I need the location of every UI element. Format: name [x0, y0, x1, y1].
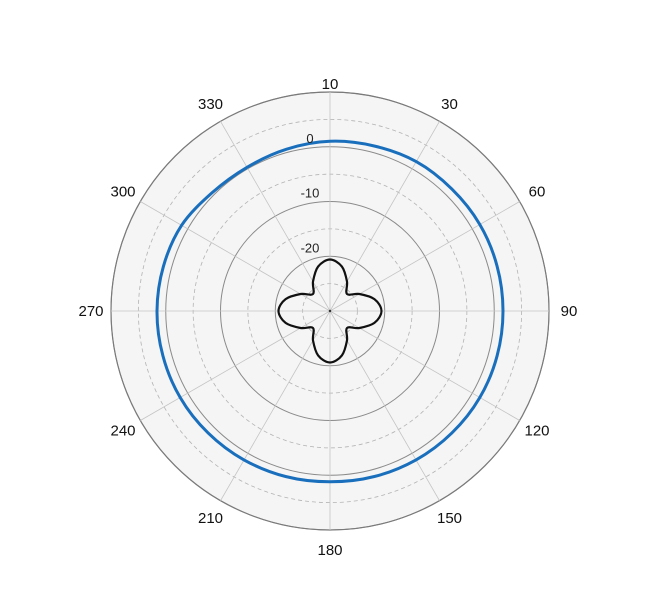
grid-spoke	[220, 121, 331, 312]
grid-spoke	[329, 121, 440, 312]
angle-tick-label: 120	[524, 423, 549, 440]
angle-tick-label: 270	[78, 303, 103, 320]
angle-tick-label: 30	[441, 96, 458, 113]
angle-tick-label: 150	[437, 510, 462, 527]
angle-tick-label: 60	[529, 184, 546, 201]
radial-tick-label: -20	[301, 240, 320, 255]
grid-spoke	[329, 310, 440, 501]
angle-tick-label-top: 10	[322, 76, 339, 93]
angle-tick-label: 210	[198, 510, 223, 527]
radial-tick-label: 0	[306, 131, 313, 146]
center-dot	[328, 309, 332, 313]
radial-tick-label: -10	[301, 186, 320, 201]
series-line-1	[155, 139, 505, 484]
angle-tick-label: 300	[110, 184, 135, 201]
tick-labels: 30 60 90 120 150 180 210 240 270 300 330 10 -20 -10 0	[78, 76, 577, 559]
angle-tick-label: 330	[198, 96, 223, 113]
grid-spoke	[140, 201, 331, 312]
series-line-2	[277, 258, 383, 364]
grid-spoke	[140, 310, 331, 421]
angle-tick-label: 180	[317, 542, 342, 559]
angle-tick-label: 240	[110, 423, 135, 440]
angle-tick-label: 90	[561, 303, 578, 320]
grid-spoke	[329, 201, 520, 312]
grid-spoke	[329, 310, 520, 421]
series-layer	[155, 139, 505, 484]
grid	[110, 91, 550, 531]
grid-spoke	[220, 310, 331, 501]
